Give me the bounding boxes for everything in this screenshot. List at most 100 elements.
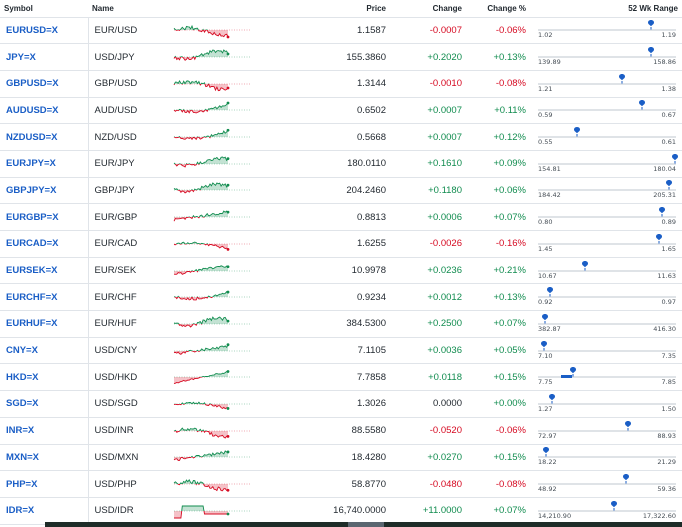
symbol-link[interactable]: AUDUSD=X (6, 104, 59, 116)
table-row[interactable]: EURGBP=X EUR/GBP 0.8813 +0.0006 +0.07% (0, 203, 682, 231)
range-marker-icon (623, 474, 630, 484)
symbol-link[interactable]: EURUSD=X (6, 24, 58, 36)
range-track (538, 429, 676, 432)
table-row[interactable]: EURCAD=X EUR/CAD 1.6255 -0.0026 -0.16% (0, 230, 682, 258)
table-row[interactable]: GBPUSD=X GBP/USD 1.3144 -0.0010 -0.08% (0, 70, 682, 98)
table-row[interactable]: EURHUF=X EUR/HUF 384.5300 +0.2500 +0.07% (0, 310, 682, 338)
table-row[interactable]: HKD=X USD/HKD 7.7858 +0.0118 +0.15% (0, 363, 682, 391)
range-high: 17,322.60 (642, 511, 676, 520)
range-marker-icon (540, 340, 547, 351)
header-symbol[interactable]: Symbol (0, 0, 88, 18)
header-name[interactable]: Name (88, 0, 166, 18)
range-cell: 0.55 0.61 (530, 124, 682, 151)
symbol-link[interactable]: GBPJPY=X (6, 184, 57, 196)
header-52wk-range: 52 Wk Range (530, 0, 682, 18)
currency-name: GBP/USD (87, 70, 166, 98)
symbol-link[interactable]: EURGBP=X (6, 211, 59, 223)
sparkline-endpoint (226, 342, 230, 346)
sparkline-cell (166, 17, 266, 44)
currency-name: EUR/GBP (87, 203, 166, 231)
range-marker-icon (610, 500, 617, 511)
header-price[interactable]: Price (266, 0, 390, 18)
change-value: -0.0007 (429, 24, 462, 36)
52wk-range-bar: 154.81 180.04 (538, 153, 678, 175)
sparkline-cell (166, 257, 266, 284)
symbol-link[interactable]: NZDUSD=X (6, 131, 58, 143)
symbol-link[interactable]: EURSEK=X (6, 265, 58, 277)
symbol-link[interactable]: PHP=X (6, 478, 38, 490)
currency-name: AUD/USD (87, 97, 166, 124)
table-row[interactable]: NZDUSD=X NZD/USD 0.5668 +0.0007 +0.12% (0, 123, 682, 151)
symbol-link[interactable]: HKD=X (6, 371, 39, 383)
change-value: +0.0007 (427, 104, 462, 116)
table-row[interactable]: INR=X USD/INR 88.5580 -0.0520 -0.06% (0, 417, 682, 444)
symbol-link[interactable]: MXN=X (6, 451, 39, 463)
range-track (538, 189, 676, 192)
header-change[interactable]: Change (390, 0, 466, 18)
range-high: 0.61 (661, 138, 676, 147)
table-row[interactable]: CNY=X USD/CNY 7.1105 +0.0036 +0.05% (0, 337, 682, 364)
symbol-link[interactable]: GBPUSD=X (6, 78, 59, 90)
table-row[interactable]: PHP=X USD/PHP 58.8770 -0.0480 -0.08% (0, 470, 682, 498)
range-low: 1.45 (538, 244, 553, 253)
change-value: +11.0000 (422, 505, 462, 517)
sparkline-chart (173, 156, 250, 168)
range-low: 1.27 (538, 404, 553, 413)
symbol-link[interactable]: EURHUF=X (6, 318, 58, 330)
symbol-link[interactable]: CNY=X (6, 345, 38, 357)
range-low: 0.80 (538, 218, 553, 227)
sparkline-endpoint (226, 102, 230, 105)
price-value: 16,740.0000 (333, 505, 386, 517)
symbol-link[interactable]: EURCHF=X (6, 291, 58, 303)
table-row[interactable]: EURCHF=X EUR/CHF 0.9234 +0.0012 +0.13% (0, 283, 682, 311)
range-track (538, 322, 676, 325)
52wk-range-bar: 184.42 205.31 (538, 179, 676, 201)
change-value: +0.0007 (427, 131, 462, 143)
range-high: 21.29 (657, 458, 676, 467)
change-pct-value: +0.05% (493, 345, 527, 357)
sparkline-chart (173, 316, 250, 328)
range-low: 72.97 (538, 431, 557, 440)
range-high: 7.35 (661, 351, 676, 360)
price-value: 0.5668 (356, 131, 386, 143)
52wk-range-bar: 1.21 1.38 (538, 73, 676, 95)
range-high: 0.89 (661, 218, 676, 227)
price-value: 0.6502 (356, 104, 386, 116)
range-high: 59.36 (657, 485, 676, 494)
range-cell: 7.75 7.85 (530, 364, 682, 391)
currency-name: EUR/CAD (87, 230, 166, 258)
header-change-pct[interactable]: Change % (466, 0, 530, 18)
symbol-link[interactable]: IDR=X (6, 505, 35, 517)
horizontal-scrollbar[interactable] (45, 522, 682, 527)
symbol-link[interactable]: INR=X (6, 425, 35, 437)
range-cell: 0.59 0.67 (530, 97, 682, 124)
table-row[interactable]: AUDUSD=X AUD/USD 0.6502 +0.0007 +0.11% (0, 97, 682, 124)
table-row[interactable]: MXN=X USD/MXN 18.4280 +0.0270 +0.15% (0, 444, 682, 471)
range-low: 48.92 (538, 485, 557, 494)
sparkline-endpoint (226, 210, 230, 214)
table-row[interactable]: IDR=X USD/IDR 16,740.0000 +11.0000 +0.07… (0, 497, 682, 525)
currency-name: USD/CNY (87, 337, 166, 364)
range-track (538, 296, 676, 299)
table-row[interactable]: EURJPY=X EUR/JPY 180.0110 +0.1610 +0.09% (0, 150, 682, 178)
range-track (538, 56, 676, 59)
range-low: 382.87 (538, 324, 561, 333)
scrollbar-thumb[interactable] (348, 522, 384, 527)
table-row[interactable]: SGD=X USD/SGD 1.3026 0.0000 +0.00% (0, 390, 682, 418)
symbol-link[interactable]: SGD=X (6, 398, 39, 410)
change-pct-value: +0.13% (493, 291, 527, 303)
symbol-link[interactable]: EURCAD=X (6, 238, 59, 250)
range-track (538, 402, 676, 405)
range-track (538, 109, 676, 112)
table-row[interactable]: EURSEK=X EUR/SEK 10.9978 +0.0236 +0.21% (0, 257, 682, 284)
range-marker-icon (624, 420, 631, 431)
table-row[interactable]: GBPJPY=X GBP/JPY 204.2460 +0.1180 +0.06% (0, 177, 682, 204)
range-cell: 1.45 1.65 (530, 231, 682, 258)
table-row[interactable]: JPY=X USD/JPY 155.3860 +0.2020 +0.13% (0, 43, 682, 71)
table-row[interactable]: EURUSD=X EUR/USD 1.1587 -0.0007 -0.06% (0, 17, 682, 44)
sparkline-cell (166, 284, 266, 311)
sparkline-endpoint (226, 184, 230, 187)
range-track (538, 349, 676, 352)
symbol-link[interactable]: JPY=X (6, 51, 36, 63)
symbol-link[interactable]: EURJPY=X (6, 158, 56, 170)
